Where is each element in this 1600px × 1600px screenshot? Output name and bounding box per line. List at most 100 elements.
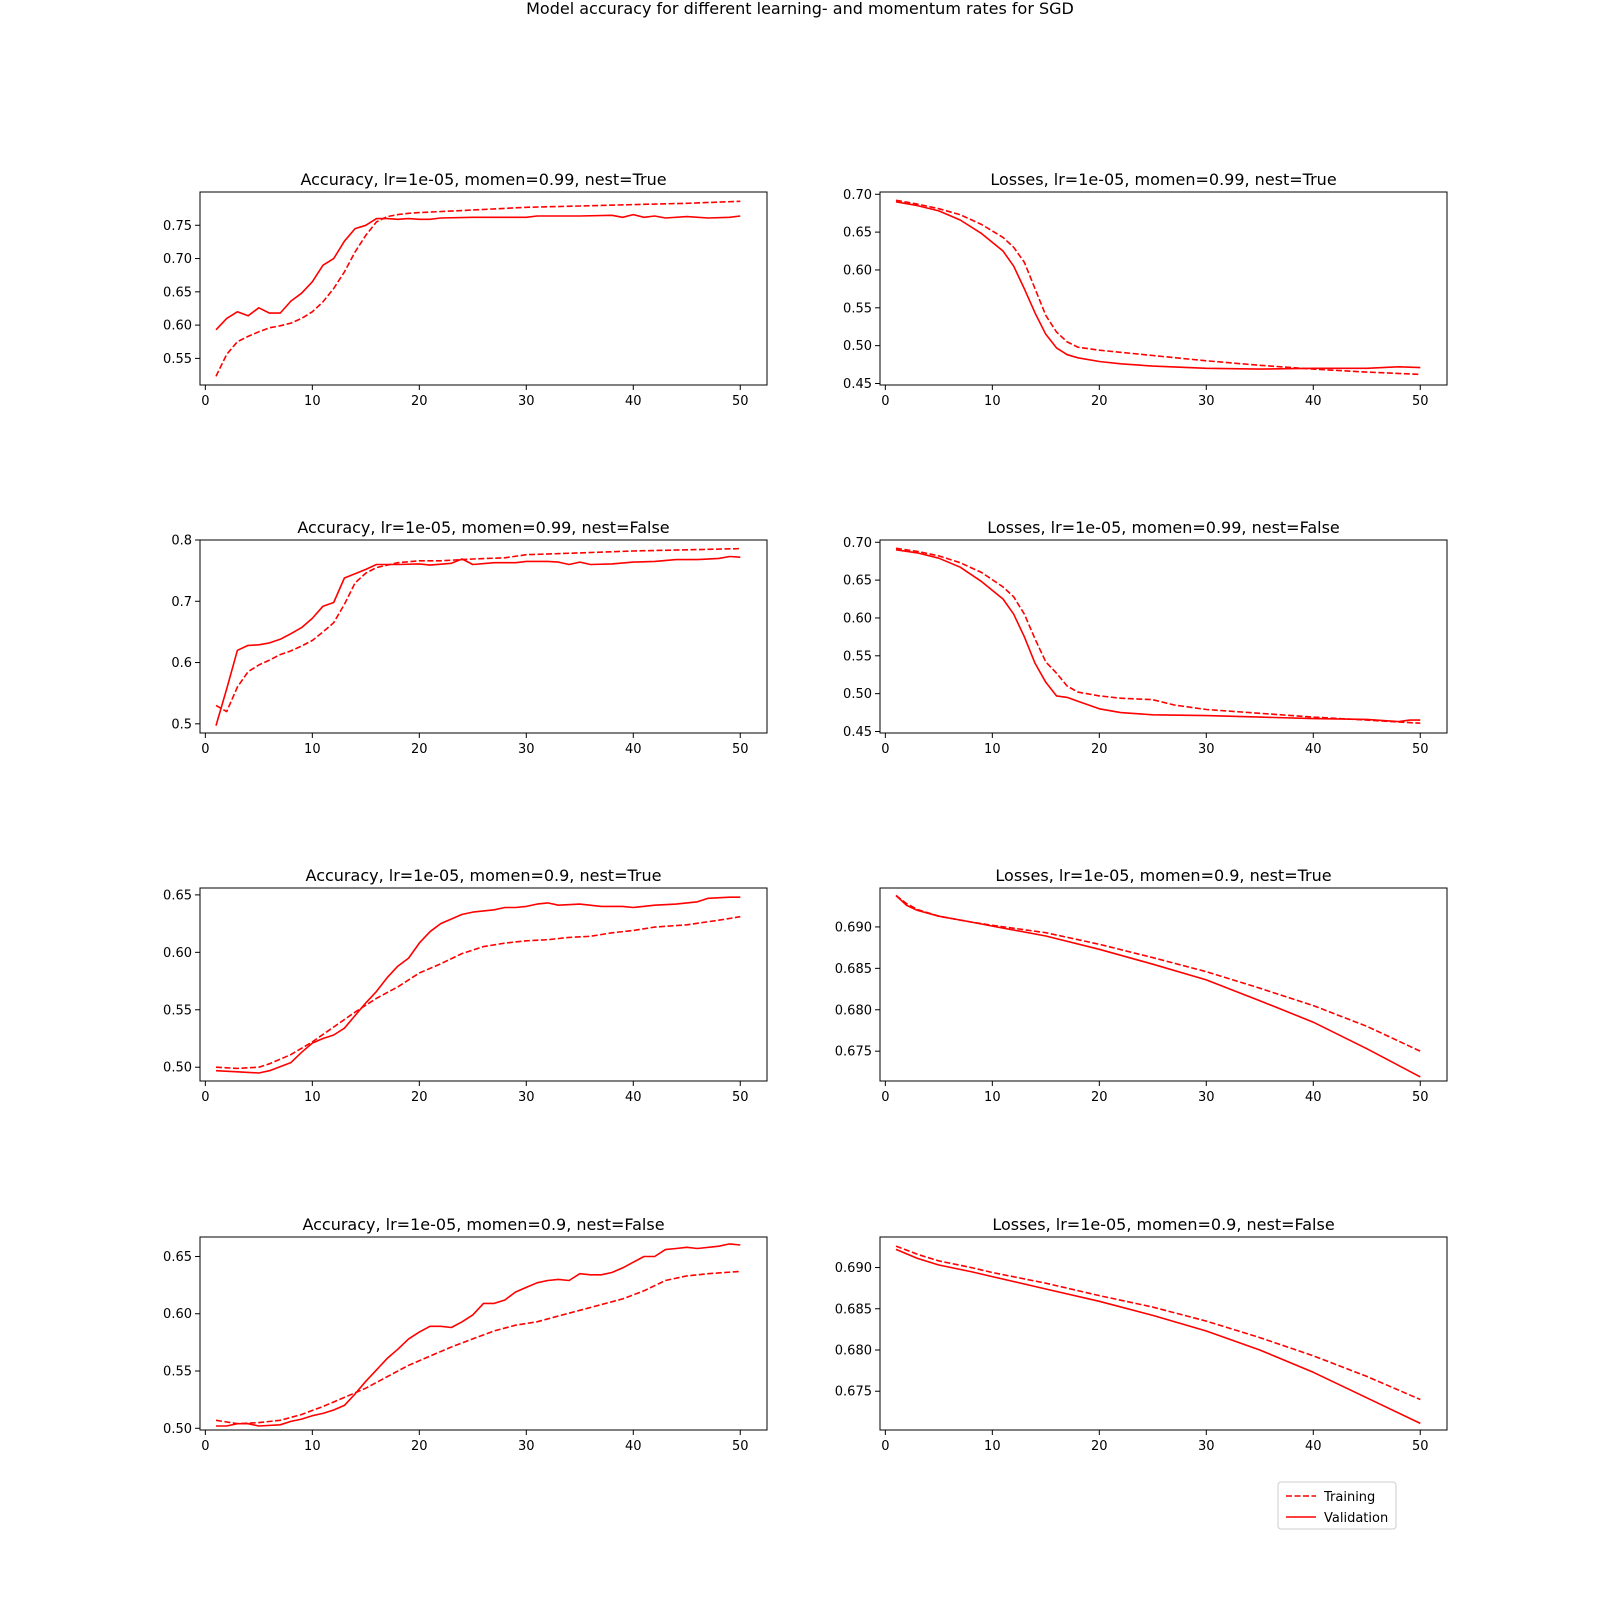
y-tick-label: 0.7: [171, 595, 192, 610]
y-tick-label: 0.6: [171, 656, 192, 671]
x-tick-label: 40: [1305, 1439, 1322, 1454]
subplot-title: Losses, lr=1e-05, momen=0.9, nest=False: [992, 1215, 1334, 1234]
axes-frame: [879, 1236, 1448, 1431]
y-tick-label: 0.50: [163, 1422, 192, 1437]
x-tick-label: 40: [625, 1439, 642, 1454]
series-validation-line: [895, 549, 1421, 723]
x-tick-label: 20: [1091, 394, 1108, 409]
x-tick-label: 0: [881, 742, 889, 757]
axes-frame: [199, 1236, 768, 1431]
axes-frame: [879, 539, 1448, 734]
subplot-6: Losses, lr=1e-05, momen=0.9, nest=True 0 1…: [835, 866, 1448, 1105]
subplot-7: Accuracy, lr=1e-05, momen=0.9, nest=Fals…: [163, 1215, 768, 1454]
y-tick-label: 0.65: [163, 285, 192, 300]
x-tick-label: 10: [304, 1439, 321, 1454]
series-training-line: [895, 199, 1421, 376]
x-tick-label: 30: [1198, 1439, 1215, 1454]
y-tick-label: 0.60: [843, 611, 872, 626]
subplot-title: Losses, lr=1e-05, momen=0.9, nest=True: [995, 866, 1331, 885]
y-tick-label: 0.50: [163, 1061, 192, 1076]
series-validation-line: [895, 1248, 1421, 1425]
y-tick-label: 0.50: [843, 687, 872, 702]
y-tick-label: 0.70: [843, 536, 872, 551]
x-tick-label: 20: [411, 394, 428, 409]
y-tick-label: 0.55: [163, 352, 192, 367]
x-tick-label: 40: [1305, 1090, 1322, 1105]
x-tick-label: 30: [1198, 394, 1215, 409]
y-tick-label: 0.65: [843, 574, 872, 589]
subplot-4: Losses, lr=1e-05, momen=0.99, nest=False…: [843, 518, 1448, 757]
axes-frame: [199, 191, 768, 386]
x-tick-label: 30: [518, 1090, 535, 1105]
x-tick-label: 10: [984, 1439, 1001, 1454]
x-tick-label: 50: [732, 742, 749, 757]
y-tick-label: 0.5: [171, 717, 192, 732]
y-tick-label: 0.55: [163, 1003, 192, 1018]
subplot-2: Losses, lr=1e-05, momen=0.99, nest=True 0…: [843, 170, 1448, 409]
axes-frame: [199, 539, 768, 734]
x-tick-label: 10: [304, 1090, 321, 1105]
y-tick-label: 0.675: [835, 1045, 872, 1060]
x-tick-label: 30: [1198, 1090, 1215, 1105]
x-tick-label: 10: [984, 1090, 1001, 1105]
x-tick-label: 0: [881, 394, 889, 409]
x-tick-label: 10: [984, 394, 1001, 409]
x-tick-label: 30: [518, 1439, 535, 1454]
x-tick-label: 40: [625, 394, 642, 409]
y-tick-label: 0.65: [163, 1250, 192, 1265]
x-tick-label: 40: [625, 1090, 642, 1105]
y-tick-label: 0.55: [843, 301, 872, 316]
x-tick-label: 50: [1412, 742, 1429, 757]
x-tick-label: 30: [518, 394, 535, 409]
y-tick-label: 0.55: [163, 1365, 192, 1380]
y-tick-label: 0.70: [163, 252, 192, 267]
y-tick-label: 0.680: [835, 1343, 872, 1358]
axes-frame: [879, 887, 1448, 1082]
x-tick-label: 0: [201, 1439, 209, 1454]
series-validation-line: [895, 201, 1421, 370]
y-tick-label: 0.60: [843, 263, 872, 278]
series-training-line: [895, 894, 1421, 1052]
y-tick-label: 0.690: [835, 1261, 872, 1276]
x-tick-label: 0: [201, 742, 209, 757]
y-tick-label: 0.75: [163, 219, 192, 234]
x-tick-label: 40: [1305, 394, 1322, 409]
subplot-title: Accuracy, lr=1e-05, momen=0.9, nest=Fals…: [302, 1215, 664, 1234]
legend: Training Validation: [1277, 1481, 1397, 1530]
subplot-title: Losses, lr=1e-05, momen=0.99, nest=True: [990, 170, 1336, 189]
x-tick-label: 40: [1305, 742, 1322, 757]
subplot-3: Accuracy, lr=1e-05, momen=0.99, nest=Fal…: [171, 518, 768, 757]
subplot-5: Accuracy, lr=1e-05, momen=0.9, nest=True…: [163, 866, 768, 1105]
x-tick-label: 20: [1091, 742, 1108, 757]
x-tick-label: 0: [201, 1090, 209, 1105]
axes-frame: [879, 191, 1448, 386]
y-tick-label: 0.45: [843, 725, 872, 740]
y-tick-label: 0.685: [835, 1302, 872, 1317]
legend-training-label: Training: [1323, 1490, 1375, 1505]
y-tick-label: 0.685: [835, 962, 872, 977]
x-tick-label: 30: [1198, 742, 1215, 757]
series-validation-line: [215, 555, 741, 726]
x-tick-label: 50: [732, 394, 749, 409]
subplot-title: Accuracy, lr=1e-05, momen=0.99, nest=Fal…: [297, 518, 669, 537]
x-tick-label: 0: [881, 1090, 889, 1105]
subplot-title: Accuracy, lr=1e-05, momen=0.99, nest=Tru…: [300, 170, 666, 189]
x-tick-label: 20: [411, 1090, 428, 1105]
subplot-title: Losses, lr=1e-05, momen=0.99, nest=False: [987, 518, 1340, 537]
x-tick-label: 50: [1412, 394, 1429, 409]
x-tick-label: 20: [411, 1439, 428, 1454]
subplot-title: Accuracy, lr=1e-05, momen=0.9, nest=True: [306, 866, 662, 885]
y-tick-label: 0.60: [163, 946, 192, 961]
x-tick-label: 0: [201, 394, 209, 409]
x-tick-label: 50: [1412, 1439, 1429, 1454]
series-training-line: [215, 915, 741, 1070]
y-tick-label: 0.45: [843, 377, 872, 392]
y-tick-label: 0.675: [835, 1385, 872, 1400]
y-tick-label: 0.690: [835, 920, 872, 935]
y-tick-label: 0.55: [843, 649, 872, 664]
series-training-line: [215, 547, 741, 713]
series-validation-line: [215, 896, 741, 1074]
series-validation-line: [215, 213, 741, 331]
y-tick-label: 0.8: [171, 534, 192, 549]
y-tick-label: 0.60: [163, 319, 192, 334]
